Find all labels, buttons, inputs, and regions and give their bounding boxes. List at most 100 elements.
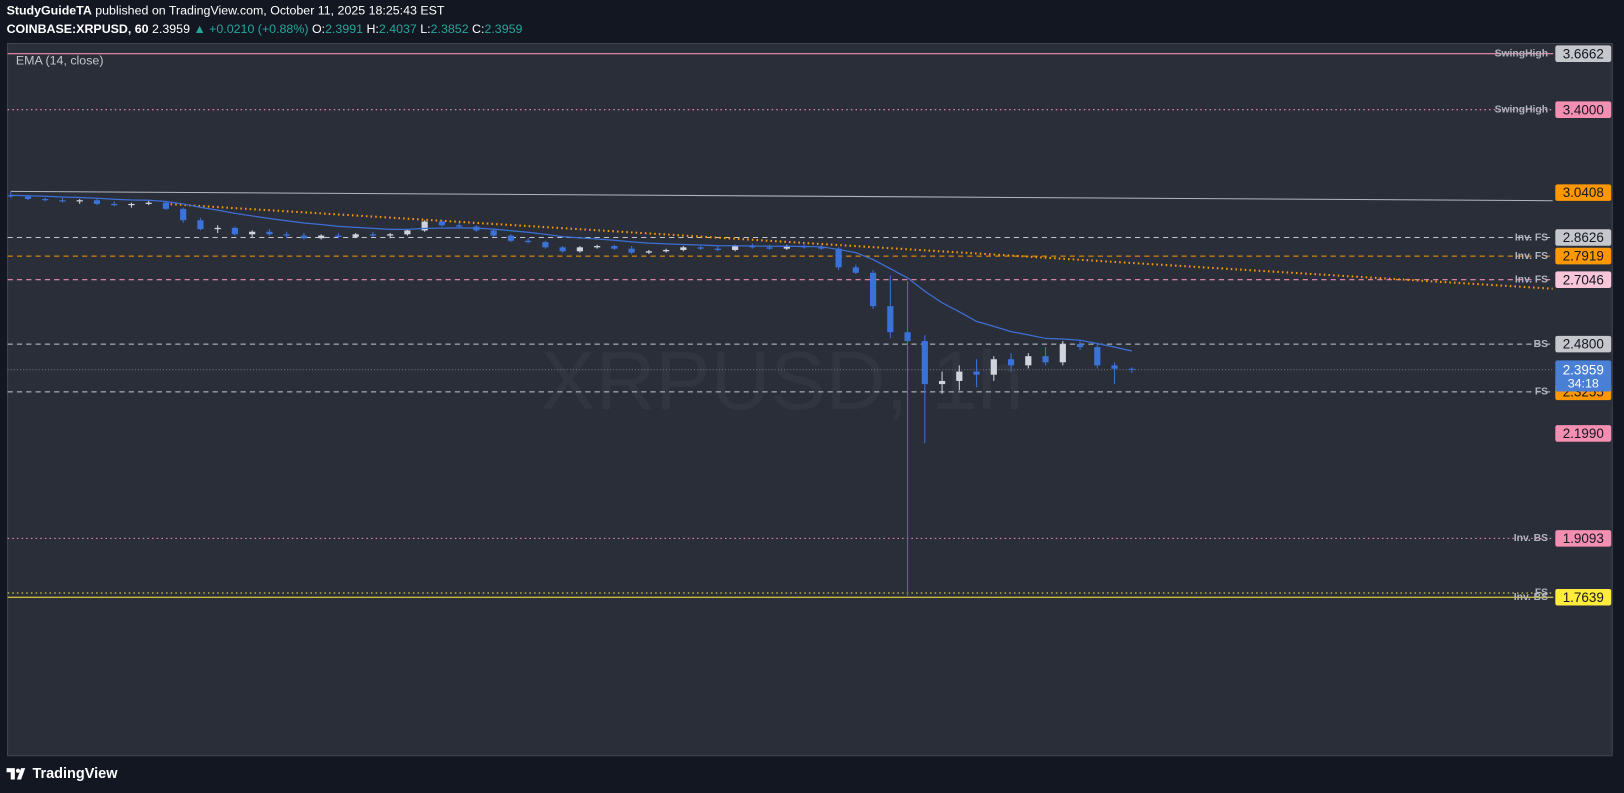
price-label-box xyxy=(1555,335,1612,353)
field-value: 2.3959 xyxy=(484,22,522,36)
candle-body xyxy=(249,231,256,235)
candle-body xyxy=(24,196,32,199)
price-label-box xyxy=(1555,184,1612,201)
field-label: O: xyxy=(312,22,325,36)
candle-body xyxy=(111,203,118,206)
candle-body xyxy=(542,242,549,248)
candle-body xyxy=(663,249,670,252)
candle-body xyxy=(1059,344,1066,363)
candle-body xyxy=(611,246,618,249)
indicator-legend: EMA (14, close) xyxy=(16,53,104,67)
level-tag: Inv. FS xyxy=(1515,274,1548,285)
candle-body xyxy=(1128,368,1135,370)
candle-body xyxy=(128,203,135,206)
level-tag: Inv. FS xyxy=(1515,251,1548,262)
price-label: 3.0408 xyxy=(1563,185,1604,200)
candle-body xyxy=(369,234,377,236)
price-label: 2.7046 xyxy=(1563,272,1604,287)
watermark: XRPUSD, 1h xyxy=(540,334,1023,427)
candle-body xyxy=(335,235,342,237)
price-label-box xyxy=(1555,588,1612,606)
field-label: C: xyxy=(472,22,484,36)
candle-body xyxy=(731,246,739,250)
candle-body xyxy=(887,306,894,333)
price-label-box xyxy=(1555,247,1612,265)
candle-body xyxy=(576,247,583,252)
candle-body xyxy=(197,220,204,230)
price-label: 2.1990 xyxy=(1563,426,1604,441)
price-label: 2.8626 xyxy=(1563,230,1604,245)
candle-body xyxy=(783,246,790,249)
ema-line xyxy=(10,194,1132,352)
candle-body xyxy=(559,247,566,252)
candle-body xyxy=(231,227,239,235)
price-label: 2.7919 xyxy=(1563,249,1604,264)
field-label: L: xyxy=(420,22,430,36)
candle-body xyxy=(973,371,980,375)
price-label-box xyxy=(1555,45,1612,62)
candle-body xyxy=(749,246,756,248)
candle-body xyxy=(421,221,428,231)
candle-body xyxy=(59,200,66,202)
candle-body xyxy=(714,248,721,250)
candle-body xyxy=(680,247,687,250)
price-label: 3.4000 xyxy=(1563,102,1604,117)
candle-body xyxy=(42,198,49,201)
candle-body xyxy=(594,246,601,248)
price-label: 3.6662 xyxy=(1563,46,1604,61)
field-value: 2.4037 xyxy=(379,22,417,36)
trendline xyxy=(10,190,1553,202)
published: published on TradingView.com, October 11… xyxy=(95,4,445,18)
candle-body xyxy=(162,202,170,209)
candle-body xyxy=(1094,347,1101,366)
trendline xyxy=(165,202,1553,290)
level-tag: SwingHigh xyxy=(1495,48,1548,59)
level-tag: SwingHigh xyxy=(1495,104,1548,115)
candle-body xyxy=(818,247,825,249)
footer: TradingView xyxy=(6,766,118,782)
candle-body xyxy=(956,371,963,381)
price-label-box xyxy=(1555,530,1612,547)
current-price-label: 2.3959 xyxy=(1563,362,1604,377)
candle-body xyxy=(266,231,273,235)
level-tag: FS xyxy=(1535,387,1548,398)
candle-body xyxy=(921,341,928,385)
change: ▲ +0.0210 (+0.88%) xyxy=(193,22,308,36)
candle-body xyxy=(507,235,514,241)
price-label-box xyxy=(1555,271,1612,288)
level-tag: Inv. BS xyxy=(1514,592,1548,603)
author: StudyGuideTA xyxy=(7,4,92,18)
candle-body xyxy=(214,227,221,230)
candle-body xyxy=(938,380,946,385)
candle-body xyxy=(1076,344,1084,348)
price-label-box xyxy=(1555,101,1612,118)
field-label: H: xyxy=(366,22,378,36)
price-label: 1.9093 xyxy=(1563,531,1604,546)
current-price-box xyxy=(1555,360,1612,392)
candle-body xyxy=(145,202,152,204)
candle-body xyxy=(283,234,290,236)
candle-body xyxy=(766,247,773,249)
quote-line: COINBASE:XRPUSD, 60 2.3959 ▲ +0.0210 (+0… xyxy=(7,22,523,36)
candle-body xyxy=(93,200,101,204)
price-label-box xyxy=(1555,425,1612,442)
candle-body xyxy=(490,230,497,236)
candle-body xyxy=(645,251,652,253)
candle-body xyxy=(852,267,859,273)
brand: TradingView xyxy=(32,766,118,782)
price-label: 2.4800 xyxy=(1563,337,1604,352)
field-value: 2.3991 xyxy=(325,22,363,36)
candle-body xyxy=(456,225,463,227)
candle-body xyxy=(1111,365,1118,369)
candle-body xyxy=(300,235,308,239)
last-price: 2.3959 xyxy=(152,22,190,36)
level-tag: Inv. FS xyxy=(1515,232,1548,243)
candle-body xyxy=(835,248,842,268)
candle-body xyxy=(76,200,83,202)
candle-body xyxy=(180,208,187,221)
candle-body xyxy=(1025,356,1032,366)
candle-body xyxy=(990,359,997,375)
level-tag: Inv. BS xyxy=(1514,533,1548,544)
